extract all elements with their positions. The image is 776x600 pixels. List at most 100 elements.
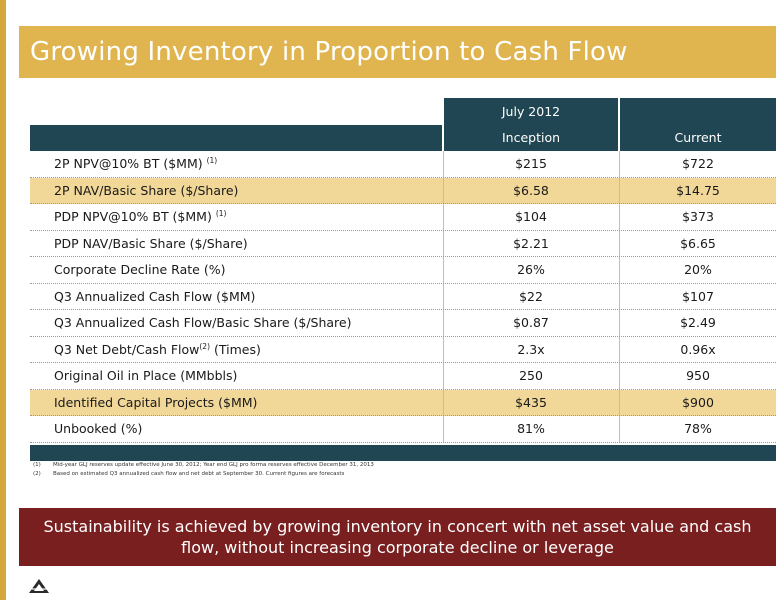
summary-banner: Sustainability is achieved by growing in… [19, 508, 776, 566]
row-label-text: Q3 Net Debt/Cash Flow [54, 341, 200, 357]
table-row: Q3 Net Debt/Cash Flow(2) (Times) 2.3x 0.96… [30, 336, 776, 363]
column-header-inception: Inception [501, 130, 561, 145]
table-body: 2P NPV@10% BT ($MM) (1) $215 $722 2P NAV/Ba… [30, 151, 776, 443]
cell-inception: $104 [515, 209, 547, 224]
cell-current: 0.96x [680, 341, 716, 357]
table-group-header-row: July 2012 [30, 98, 776, 125]
row-label: PDP NAV/Basic Share ($/Share) [54, 231, 248, 257]
table-row: Corporate Decline Rate (%) 26% 20% [30, 257, 776, 284]
column-separator [619, 336, 620, 362]
column-separator [619, 310, 620, 336]
header-separator [442, 125, 444, 151]
column-separator [619, 257, 620, 283]
row-label: 2P NPV@10% BT ($MM) (1) [54, 151, 217, 177]
column-separator [443, 389, 444, 415]
banner-line-2: flow, without increasing corporate decli… [181, 538, 614, 557]
banner-line-1: Sustainability is achieved by growing in… [43, 517, 752, 536]
table-row: Identified Capital Projects ($MM) $435 $90… [30, 389, 776, 416]
cell-inception: $6.58 [513, 182, 549, 198]
row-label: Corporate Decline Rate (%) [54, 257, 225, 283]
group-header-blank [620, 98, 776, 125]
cell-current: $373 [682, 209, 714, 224]
cell-current: 950 [686, 368, 710, 383]
column-separator [443, 310, 444, 336]
table-row: Unbooked (%) 81% 78% [30, 416, 776, 443]
cell-inception: 81% [517, 421, 545, 436]
column-separator [443, 151, 444, 177]
cell-current: $900 [682, 394, 714, 410]
title-bar: Growing Inventory in Proportion to Cash … [19, 26, 776, 78]
column-separator [443, 257, 444, 283]
row-label-text: 2P NPV@10% BT ($MM) [54, 156, 203, 171]
column-separator [443, 204, 444, 230]
table-row: 2P NAV/Basic Share ($/Share) $6.58 $14.75 [30, 177, 776, 204]
footnotes: (1) Mid-year GLJ reserves update effecti… [33, 461, 753, 479]
footnote-number: (2) [33, 471, 41, 477]
cell-current: 78% [684, 421, 712, 436]
cell-inception: $215 [515, 156, 547, 171]
cell-inception: $435 [515, 394, 547, 410]
footnote: (1) Mid-year GLJ reserves update effecti… [33, 461, 753, 470]
column-separator [619, 204, 620, 230]
cell-current: $2.49 [680, 315, 716, 330]
footnote-ref: (1) [215, 208, 227, 218]
row-label-text: PDP NPV@10% BT ($MM) [54, 209, 212, 224]
table-row: Original Oil in Place (MMbbls) 250 950 [30, 363, 776, 390]
row-label: Q3 Annualized Cash Flow/Basic Share ($/S… [54, 310, 352, 336]
row-label-text: Unbooked (%) [54, 421, 143, 436]
cell-inception: 250 [519, 368, 543, 383]
column-separator [443, 283, 444, 309]
group-header-july-2012: July 2012 [444, 98, 618, 125]
column-separator [619, 416, 620, 442]
footnote-text: Based on estimated Q3 annualized cash fl… [53, 471, 345, 477]
data-table: July 2012 Inception Current 2P NPV@10% B… [30, 98, 776, 461]
row-label: Unbooked (%) [54, 416, 142, 442]
table-row: Q3 Annualized Cash Flow ($MM) $22 $107 [30, 283, 776, 310]
column-separator [619, 363, 620, 389]
cell-current: $107 [682, 288, 714, 304]
row-label-text: Identified Capital Projects ($MM) [54, 394, 258, 410]
table-footer-bar [30, 444, 776, 461]
row-label-text: Corporate Decline Rate (%) [54, 262, 226, 277]
cell-current: $14.75 [676, 182, 720, 198]
cell-current: 20% [684, 262, 712, 277]
row-label: 2P NAV/Basic Share ($/Share) [54, 178, 238, 204]
row-label: Q3 Net Debt/Cash Flow(2) (Times) [54, 337, 261, 363]
header-separator [618, 125, 620, 151]
column-header-current: Current [674, 130, 722, 145]
row-label: Identified Capital Projects ($MM) [54, 390, 257, 416]
row-label: PDP NPV@10% BT ($MM) (1) [54, 204, 226, 230]
row-label-text: 2P NAV/Basic Share ($/Share) [54, 182, 239, 198]
cell-inception: 2.3x [517, 341, 545, 357]
column-separator [443, 230, 444, 256]
table-header-row: Inception Current [30, 125, 776, 151]
left-accent-rule [0, 0, 6, 600]
column-separator [443, 363, 444, 389]
row-label: Original Oil in Place (MMbbls) [54, 363, 237, 389]
cell-inception: $0.87 [513, 315, 549, 330]
cell-inception: $2.21 [513, 235, 549, 251]
row-label-text: Q3 Annualized Cash Flow ($MM) [54, 288, 256, 304]
cell-current: $722 [682, 156, 714, 171]
table-row: Q3 Annualized Cash Flow/Basic Share ($/S… [30, 310, 776, 337]
table-row: 2P NPV@10% BT ($MM) (1) $215 $722 [30, 151, 776, 178]
footnote-ref: (1) [206, 155, 218, 165]
column-separator [443, 416, 444, 442]
table-row: PDP NAV/Basic Share ($/Share) $2.21 $6.65 [30, 230, 776, 257]
column-separator [619, 283, 620, 309]
company-logo-icon [29, 579, 49, 593]
column-separator [619, 151, 620, 177]
cell-inception: $22 [519, 288, 543, 304]
column-separator [443, 336, 444, 362]
page-title: Growing Inventory in Proportion to Cash … [30, 37, 628, 67]
footnote-number: (1) [33, 462, 41, 468]
column-separator [619, 230, 620, 256]
table-row: PDP NPV@10% BT ($MM) (1) $104 $373 [30, 204, 776, 231]
footnote: (2) Based on estimated Q3 annualized cas… [33, 470, 753, 479]
cell-inception: 26% [517, 262, 545, 277]
row-label-text: Original Oil in Place (MMbbls) [54, 368, 238, 383]
cell-current: $6.65 [680, 235, 716, 251]
footnote-ref: (2) [199, 341, 210, 351]
row-label-text: Q3 Annualized Cash Flow/Basic Share ($/S… [54, 315, 352, 330]
column-separator [619, 389, 620, 415]
